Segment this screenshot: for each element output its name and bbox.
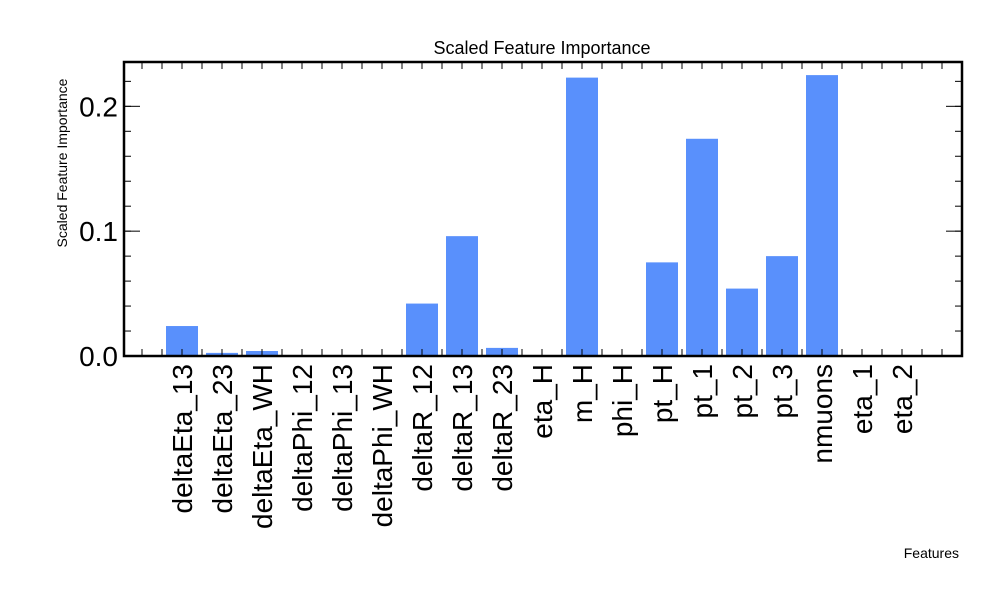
y-tick-label: 0.0 (79, 341, 118, 372)
bar-m_h (566, 77, 598, 357)
x-tick-label: pt_3 (767, 364, 798, 419)
x-axis-label: Features (904, 545, 959, 561)
x-tick-label: deltaPhi_12 (287, 364, 318, 512)
x-tick-label: deltaR_13 (447, 364, 478, 492)
x-tick-label: pt_2 (727, 364, 758, 419)
x-tick-label: nmuons (807, 364, 838, 464)
x-tick-label: m_H (567, 364, 598, 423)
x-tick-label: deltaEta_WH (247, 364, 278, 529)
x-tick-label: deltaEta_23 (207, 364, 238, 513)
bar-pt_3 (766, 256, 798, 356)
bar-pt_1 (686, 138, 718, 356)
x-tick-label: pt_1 (687, 364, 718, 419)
x-tick-label: deltaR_23 (487, 364, 518, 492)
y-tick-labels: 0.0 0.1 0.2 (79, 91, 118, 372)
x-tick-label: phi_H (607, 364, 638, 437)
bar-deltar_12 (406, 303, 438, 356)
x-tick-label: eta_H (527, 364, 558, 439)
bar-nmuons (806, 75, 838, 357)
chart-title: Scaled Feature Importance (433, 38, 650, 58)
x-tick-label: deltaEta_13 (167, 364, 198, 513)
bar-pt_h (646, 262, 678, 356)
y-tick-label: 0.2 (79, 91, 118, 122)
y-tick-label: 0.1 (79, 216, 118, 247)
bar-deltar_13 (446, 236, 478, 356)
x-tick-label: deltaPhi_13 (327, 364, 358, 512)
x-tick-label: pt_H (647, 364, 678, 423)
x-tick-label: deltaR_12 (407, 364, 438, 492)
bars-group (166, 75, 838, 357)
x-tick-label: deltaPhi_WH (367, 364, 398, 527)
x-tick-labels: deltaEta_13 deltaEta_23 deltaEta_WH deltaPh… (167, 364, 918, 529)
y-axis-label: Scaled Feature Importance (54, 78, 70, 247)
plot-frame (122, 60, 964, 358)
x-tick-label: eta_2 (887, 364, 918, 434)
bar-pt_2 (726, 288, 758, 356)
x-tick-label: eta_1 (847, 364, 878, 434)
